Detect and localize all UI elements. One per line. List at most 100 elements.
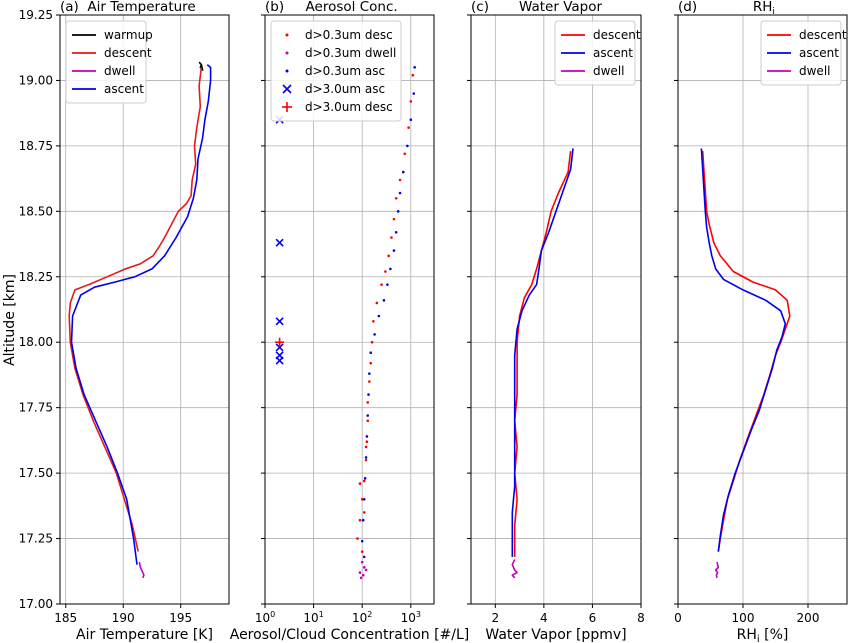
data-point bbox=[369, 361, 373, 365]
y-tick-label: 17.50 bbox=[19, 466, 53, 480]
y-tick-label: 17.00 bbox=[19, 597, 53, 611]
series-line-dwell bbox=[511, 559, 518, 579]
data-point bbox=[392, 249, 396, 252]
x-axis-label: Water Vapor [ppmv] bbox=[485, 627, 626, 643]
legend-label: dwell bbox=[104, 64, 135, 78]
y-tick-label: 18.75 bbox=[19, 139, 53, 153]
legend-label: dwell bbox=[593, 64, 624, 78]
data-point bbox=[359, 576, 363, 580]
legend-label: ascent bbox=[104, 82, 144, 96]
data-point bbox=[369, 351, 373, 354]
legend: descent ascent dwell bbox=[554, 20, 641, 86]
data-point bbox=[358, 518, 362, 522]
data-point bbox=[366, 419, 370, 423]
x-tick-label: 185 bbox=[54, 611, 77, 625]
data-point bbox=[406, 144, 409, 148]
series-line-descent bbox=[513, 151, 572, 557]
x-axis-label: RHi [%] bbox=[737, 627, 789, 643]
legend-label: ascent bbox=[799, 46, 839, 60]
axes-frame bbox=[264, 14, 435, 605]
data-point bbox=[386, 283, 389, 286]
panel-title: (b) Aerosol Conc. bbox=[265, 0, 398, 15]
x-tick-label: 190 bbox=[112, 611, 135, 625]
x-tick-label: 6 bbox=[589, 611, 597, 625]
x-tick-label: 195 bbox=[169, 611, 192, 625]
panel-4: 0 100 200 (d) RHi RHi [%] descent ascent dwell bbox=[674, 0, 848, 643]
data-point bbox=[358, 571, 362, 574]
data-point bbox=[361, 518, 365, 522]
legend-label: descent bbox=[799, 28, 847, 42]
data-point bbox=[387, 254, 390, 258]
data-point bbox=[401, 170, 405, 174]
y-tick-label: 17.25 bbox=[19, 532, 53, 546]
data-point bbox=[362, 511, 366, 514]
data-point-x bbox=[275, 356, 284, 365]
x-tick-label: 4 bbox=[540, 611, 548, 625]
series-line-dwell bbox=[138, 561, 145, 579]
data-point bbox=[366, 414, 370, 417]
data-point bbox=[372, 319, 375, 323]
legend: d>0.3um desc d>0.3um dwell d>0.3um asc d>3.… bbox=[270, 20, 402, 122]
data-point bbox=[358, 482, 362, 485]
x-tick-label: 101 bbox=[303, 610, 323, 625]
data-point bbox=[364, 445, 368, 449]
legend-label: descent bbox=[593, 28, 641, 42]
y-tick-label: 18.00 bbox=[19, 335, 53, 349]
x-tick-label: 100 bbox=[255, 610, 275, 625]
data-point bbox=[356, 537, 359, 540]
data-point bbox=[412, 92, 416, 95]
x-tick-label: 103 bbox=[401, 610, 421, 625]
legend-label: d>0.3um asc bbox=[305, 64, 385, 78]
data-point bbox=[409, 100, 413, 103]
data-point bbox=[360, 560, 364, 564]
legend-label: descent bbox=[104, 46, 152, 60]
legend-box bbox=[65, 20, 147, 104]
data-point bbox=[362, 566, 366, 569]
data-point bbox=[360, 539, 364, 543]
data-point bbox=[365, 440, 369, 443]
data-point bbox=[384, 270, 387, 273]
y-tick-label: 19.00 bbox=[19, 73, 53, 87]
panel-title: (c) Water Vapor bbox=[471, 0, 602, 15]
data-point bbox=[390, 236, 393, 239]
data-point bbox=[398, 191, 402, 195]
legend-label: ascent bbox=[593, 46, 633, 60]
y-tick-label: 18.25 bbox=[19, 270, 53, 284]
panel-1: 17.00 17.25 17.50 17.75 18.00 18.25 18.50 18.75… bbox=[19, 0, 230, 643]
data-point bbox=[373, 333, 376, 336]
legend-box bbox=[554, 20, 636, 86]
panel-title: (a) Air Temperature bbox=[60, 0, 196, 15]
legend-box bbox=[760, 20, 842, 86]
data-point bbox=[365, 435, 369, 438]
legend-box bbox=[270, 20, 402, 122]
data-point bbox=[382, 299, 386, 302]
y-tick-label: 18.50 bbox=[19, 204, 53, 218]
data-point bbox=[389, 267, 392, 271]
data-point bbox=[360, 497, 364, 501]
legend-swatch bbox=[285, 33, 289, 37]
legend: warmup descent dwell ascent bbox=[65, 20, 153, 104]
series-line-dwell bbox=[714, 561, 720, 578]
x-tick-label: 100 bbox=[732, 611, 755, 625]
x-tick-label: 8 bbox=[637, 611, 645, 625]
legend-label: dwell bbox=[799, 64, 830, 78]
axes-frame bbox=[59, 14, 230, 605]
figure-y-axis-label: Altitude [km] bbox=[2, 274, 18, 366]
data-point bbox=[403, 152, 407, 156]
legend-swatch bbox=[285, 51, 289, 55]
data-point bbox=[364, 458, 368, 462]
data-point bbox=[363, 477, 367, 480]
data-point bbox=[394, 196, 398, 200]
data-point bbox=[411, 73, 415, 77]
axes-frame bbox=[677, 14, 848, 605]
data-point bbox=[398, 178, 402, 182]
axes-frame bbox=[470, 14, 642, 605]
legend-label: d>0.3um dwell bbox=[305, 46, 396, 60]
x-tick-label: 2 bbox=[491, 611, 499, 625]
series-line-descent bbox=[68, 67, 203, 552]
panel-3: 2 4 6 8 (c) Water Vapor Water Vapor [ppmv] des… bbox=[467, 0, 645, 643]
x-axis-label: Aerosol/Cloud Concentration [#/L] bbox=[230, 627, 470, 643]
legend-label: d>3.0um asc bbox=[305, 82, 385, 96]
data-point bbox=[364, 456, 368, 459]
data-point-x bbox=[275, 317, 284, 326]
